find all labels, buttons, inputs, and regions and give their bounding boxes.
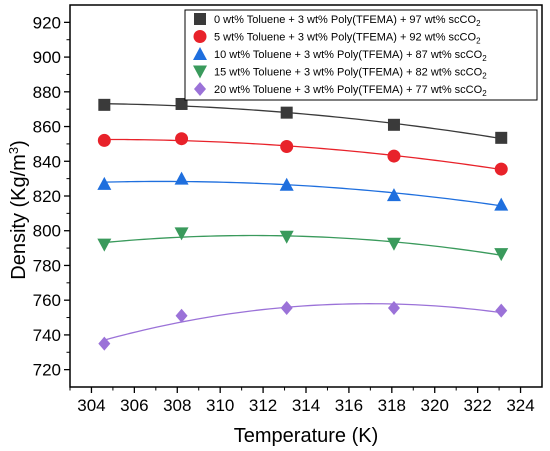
legend-marker — [193, 30, 207, 43]
legend-label: 20 wt% Toluene + 3 wt% Poly(TFEMA) + 77 … — [214, 84, 487, 98]
x-tick-label: 318 — [378, 396, 406, 415]
data-point — [387, 300, 400, 315]
legend-box — [184, 9, 538, 101]
data-point — [174, 227, 189, 241]
x-tick-label: 308 — [163, 396, 191, 415]
fit-line-series-3 — [104, 234, 502, 256]
x-tick-label: 304 — [77, 396, 105, 415]
y-tick-label: 840 — [33, 152, 61, 171]
data-point — [175, 132, 189, 146]
data-point — [175, 308, 188, 323]
data-point — [387, 149, 401, 163]
data-point — [280, 106, 293, 119]
x-tick-label: 324 — [506, 396, 534, 415]
axes: 304 306 308 310 312 314 316 318 320 322 324 720 740 7… — [33, 4, 543, 415]
legend-marker — [194, 13, 206, 25]
y-tick-label: 820 — [33, 187, 61, 206]
fit-line-series-0 — [104, 103, 502, 140]
data-point — [386, 188, 401, 202]
data-point — [97, 238, 112, 252]
legend-label: 10 wt% Toluene + 3 wt% Poly(TFEMA) + 87 … — [214, 49, 487, 63]
legend-marker — [193, 65, 207, 79]
fit-line-series-2 — [104, 180, 502, 207]
data-point — [98, 336, 111, 351]
y-axis-title: Density (Kg/m3) — [6, 140, 30, 280]
data-point — [280, 300, 293, 315]
fit-lines — [104, 103, 502, 341]
data-point — [97, 176, 112, 190]
y-tick-label: 740 — [33, 326, 61, 345]
x-tick-label: 310 — [206, 396, 234, 415]
data-point — [279, 230, 294, 244]
data-point — [279, 177, 294, 191]
data-point — [494, 197, 509, 211]
y-tick-label: 780 — [33, 256, 61, 275]
data-point — [494, 248, 509, 262]
data-point — [495, 303, 508, 318]
data-point — [495, 131, 508, 144]
data-point — [174, 171, 189, 185]
y-tick-label: 760 — [33, 291, 61, 310]
legend-marker — [194, 82, 206, 96]
data-point — [175, 97, 188, 110]
data-point — [280, 140, 294, 154]
legend: 0 wt% Toluene + 3 wt% Poly(TFEMA) + 97 w… — [184, 9, 538, 101]
y-tick-label: 720 — [33, 361, 61, 380]
legend-label: 5 wt% Toluene + 3 wt% Poly(TFEMA) + 92 w… — [214, 32, 481, 46]
x-tick-label: 312 — [249, 396, 277, 415]
x-tick-label: 306 — [120, 396, 148, 415]
data-point — [98, 98, 111, 111]
data-point — [386, 237, 401, 251]
legend-label: 0 wt% Toluene + 3 wt% Poly(TFEMA) + 97 w… — [214, 14, 481, 28]
data-point — [494, 162, 508, 176]
fit-line-series-1 — [104, 138, 502, 171]
fit-line-series-4 — [104, 303, 502, 341]
y-tick-label: 800 — [33, 222, 61, 241]
legend-label: 15 wt% Toluene + 3 wt% Poly(TFEMA) + 82 … — [214, 67, 487, 81]
data-point — [97, 133, 111, 147]
y-tick-label: 860 — [33, 118, 61, 137]
legend-marker — [193, 47, 207, 60]
data-points — [97, 97, 509, 351]
x-tick-label: 320 — [421, 396, 449, 415]
x-axis-title: Temperature (K) — [234, 425, 379, 447]
x-tick-label: 314 — [292, 396, 320, 415]
y-tick-label: 920 — [33, 13, 61, 32]
y-tick-label: 880 — [33, 83, 61, 102]
x-tick-label: 322 — [463, 396, 491, 415]
y-tick-label: 900 — [33, 48, 61, 67]
x-tick-label: 316 — [335, 396, 363, 415]
data-point — [387, 118, 400, 131]
